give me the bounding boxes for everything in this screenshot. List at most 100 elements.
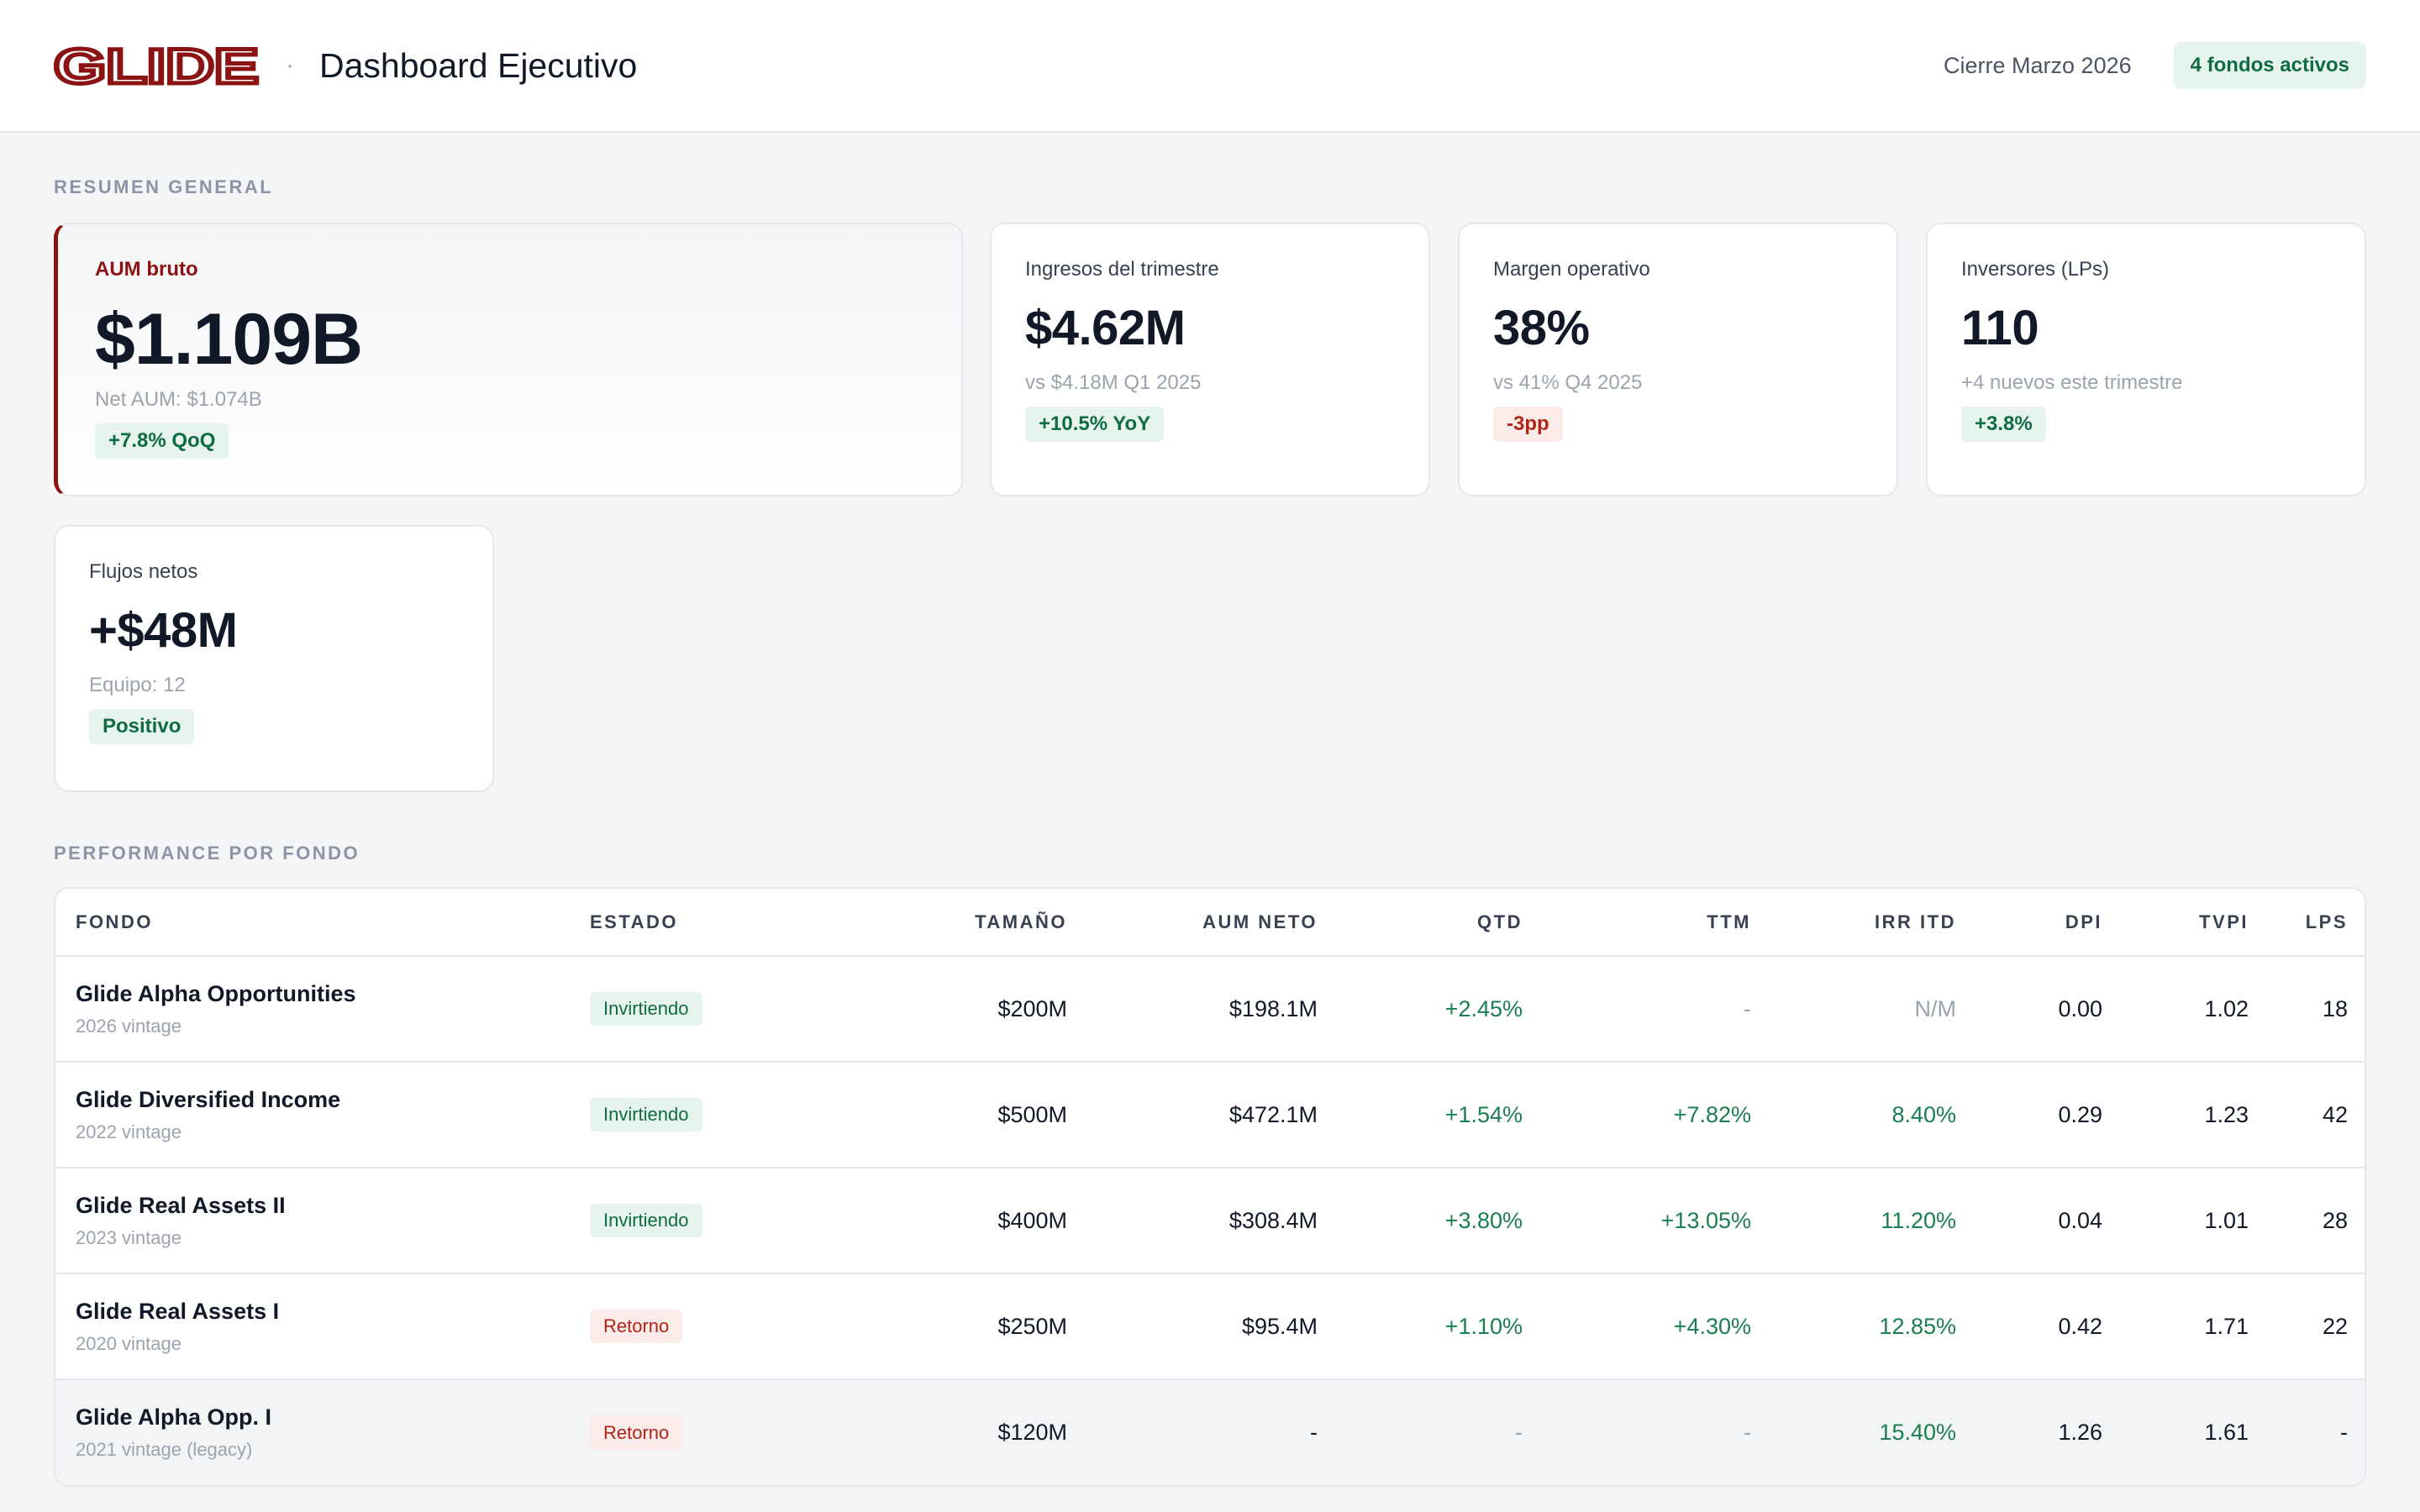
status-badge: Retorno xyxy=(590,1415,683,1450)
dpi-cell: 0.04 xyxy=(1976,1168,2123,1274)
net-aum-cell: $472.1M xyxy=(1087,1062,1338,1168)
col-header-status[interactable]: ESTADO xyxy=(570,889,822,957)
status-cell: Retorno xyxy=(570,1379,822,1485)
ttm-cell: +7.82% xyxy=(1543,1062,1771,1168)
col-header-ttm[interactable]: TTM xyxy=(1543,889,1771,957)
tvpi-cell: 1.23 xyxy=(2123,1062,2269,1168)
irr-cell: 11.20% xyxy=(1771,1168,1976,1274)
kpi-change-badge: -3pp xyxy=(1493,407,1563,442)
qtd-cell: +1.10% xyxy=(1338,1273,1543,1380)
fund-cell: Glide Alpha Opportunities 2026 vintage xyxy=(55,956,570,1063)
qtd-cell: - xyxy=(1338,1379,1543,1485)
dpi-cell: 0.42 xyxy=(1976,1273,2123,1380)
tvpi-cell: 1.01 xyxy=(2123,1168,2269,1274)
fund-vintage: 2021 vintage (legacy) xyxy=(76,1439,253,1460)
kpi-label: Flujos netos xyxy=(89,560,198,583)
col-header-irr[interactable]: IRR ITD xyxy=(1771,889,1976,957)
table-row[interactable]: Glide Real Assets II 2023 vintage Invirt… xyxy=(55,1168,2365,1274)
header-brand: GLIDE · Dashboard Ejecutivo xyxy=(54,45,637,87)
irr-cell: 8.40% xyxy=(1771,1062,1976,1168)
fund-name: Glide Diversified Income xyxy=(76,1086,341,1112)
summary-section-label: RESUMEN GENERAL xyxy=(54,176,274,197)
fund-name: Glide Alpha Opp. I xyxy=(76,1404,272,1430)
dpi-cell: 1.26 xyxy=(1976,1379,2123,1485)
col-header-lps[interactable]: LPS xyxy=(2269,889,2365,957)
irr-cell: 15.40% xyxy=(1771,1379,1976,1485)
kpi-change-badge: +7.8% QoQ xyxy=(95,423,229,459)
kpi-change-badge: Positivo xyxy=(89,709,195,744)
irr-cell: N/M xyxy=(1771,956,1976,1063)
ttm-cell: - xyxy=(1543,956,1771,1063)
fund-performance-table: FONDO ESTADO TAMAÑO AUM NETO QTD TTM IRR… xyxy=(54,887,2366,1487)
fund-vintage: 2023 vintage xyxy=(76,1226,182,1248)
size-cell: $250M xyxy=(822,1273,1087,1380)
size-cell: $200M xyxy=(822,956,1087,1063)
fund-cell: Glide Real Assets I 2020 vintage xyxy=(55,1273,570,1380)
fund-cell: Glide Diversified Income 2022 vintage xyxy=(55,1062,570,1168)
ttm-cell: +4.30% xyxy=(1543,1273,1771,1380)
size-cell: $500M xyxy=(822,1062,1087,1168)
fund-vintage: 2020 vintage xyxy=(76,1332,182,1354)
table-header-row: FONDO ESTADO TAMAÑO AUM NETO QTD TTM IRR… xyxy=(55,889,2365,957)
table-row[interactable]: Glide Real Assets I 2020 vintage Retorno… xyxy=(55,1273,2365,1380)
header-separator: · xyxy=(286,51,294,79)
col-header-dpi[interactable]: DPI xyxy=(1976,889,2123,957)
kpi-value: 110 xyxy=(1961,301,2039,355)
kpi-label: AUM bruto xyxy=(95,258,198,281)
status-cell: Retorno xyxy=(570,1273,822,1380)
period-label: Cierre Marzo 2026 xyxy=(1944,52,2132,78)
kpi-value: +$48M xyxy=(89,603,238,658)
kpi-card-aum: AUM bruto $1.109B Net AUM: $1.074B +7.8%… xyxy=(54,223,963,496)
performance-section-label: PERFORMANCE POR FONDO xyxy=(54,843,360,864)
kpi-card-revenue: Ingresos del trimestre $4.62M vs $4.18M … xyxy=(990,223,1430,496)
ttm-cell: +13.05% xyxy=(1543,1168,1771,1274)
fund-name: Glide Real Assets II xyxy=(76,1192,286,1218)
tvpi-cell: 1.02 xyxy=(2123,956,2269,1063)
fund-name: Glide Alpha Opportunities xyxy=(76,980,356,1006)
col-header-tvpi[interactable]: TVPI xyxy=(2123,889,2269,957)
kpi-change-badge: +3.8% xyxy=(1961,407,2046,442)
status-cell: Invirtiendo xyxy=(570,956,822,1063)
fund-cell: Glide Real Assets II 2023 vintage xyxy=(55,1168,570,1274)
qtd-cell: +1.54% xyxy=(1338,1062,1543,1168)
qtd-cell: +2.45% xyxy=(1338,956,1543,1063)
dpi-cell: 0.29 xyxy=(1976,1062,2123,1168)
status-cell: Invirtiendo xyxy=(570,1062,822,1168)
status-badge: Invirtiendo xyxy=(590,1098,702,1131)
kpi-sub: +4 nuevos este trimestre xyxy=(1961,371,2183,394)
status-cell: Invirtiendo xyxy=(570,1168,822,1274)
status-badge: Invirtiendo xyxy=(590,1204,702,1237)
dpi-cell: 0.00 xyxy=(1976,956,2123,1063)
fund-name: Glide Real Assets I xyxy=(76,1298,280,1324)
kpi-value: 38% xyxy=(1493,301,1590,355)
table-row[interactable]: Glide Alpha Opp. I 2021 vintage (legacy)… xyxy=(55,1379,2365,1485)
kpi-card-investors: Inversores (LPs) 110 +4 nuevos este trim… xyxy=(1926,223,2366,496)
lps-cell: 42 xyxy=(2269,1062,2365,1168)
col-header-fund[interactable]: FONDO xyxy=(55,889,570,957)
lps-cell: - xyxy=(2269,1379,2365,1485)
irr-cell: 12.85% xyxy=(1771,1273,1976,1380)
svg-text:GLIDE: GLIDE xyxy=(54,45,259,87)
ttm-cell: - xyxy=(1543,1379,1771,1485)
status-badge: Retorno xyxy=(590,1310,683,1343)
kpi-value: $1.109B xyxy=(95,299,363,380)
col-header-net-aum[interactable]: AUM NETO xyxy=(1087,889,1338,957)
table-row[interactable]: Glide Diversified Income 2022 vintage In… xyxy=(55,1062,2365,1168)
kpi-label: Ingresos del trimestre xyxy=(1025,258,1219,281)
size-cell: $120M xyxy=(822,1379,1087,1485)
fund-vintage: 2022 vintage xyxy=(76,1121,182,1142)
qtd-cell: +3.80% xyxy=(1338,1168,1543,1274)
lps-cell: 28 xyxy=(2269,1168,2365,1274)
table-row[interactable]: Glide Alpha Opportunities 2026 vintage I… xyxy=(55,956,2365,1063)
tvpi-cell: 1.61 xyxy=(2123,1379,2269,1485)
fund-cell: Glide Alpha Opp. I 2021 vintage (legacy) xyxy=(55,1379,570,1485)
kpi-card-margin: Margen operativo 38% vs 41% Q4 2025 -3pp xyxy=(1458,223,1898,496)
kpi-label: Margen operativo xyxy=(1493,258,1650,281)
active-funds-badge: 4 fondos activos xyxy=(2173,42,2366,89)
kpi-sub: vs $4.18M Q1 2025 xyxy=(1025,371,1202,394)
header-meta: Cierre Marzo 2026 4 fondos activos xyxy=(1944,42,2366,89)
col-header-size[interactable]: TAMAÑO xyxy=(822,889,1087,957)
lps-cell: 22 xyxy=(2269,1273,2365,1380)
status-badge: Invirtiendo xyxy=(590,992,702,1026)
col-header-qtd[interactable]: QTD xyxy=(1338,889,1543,957)
